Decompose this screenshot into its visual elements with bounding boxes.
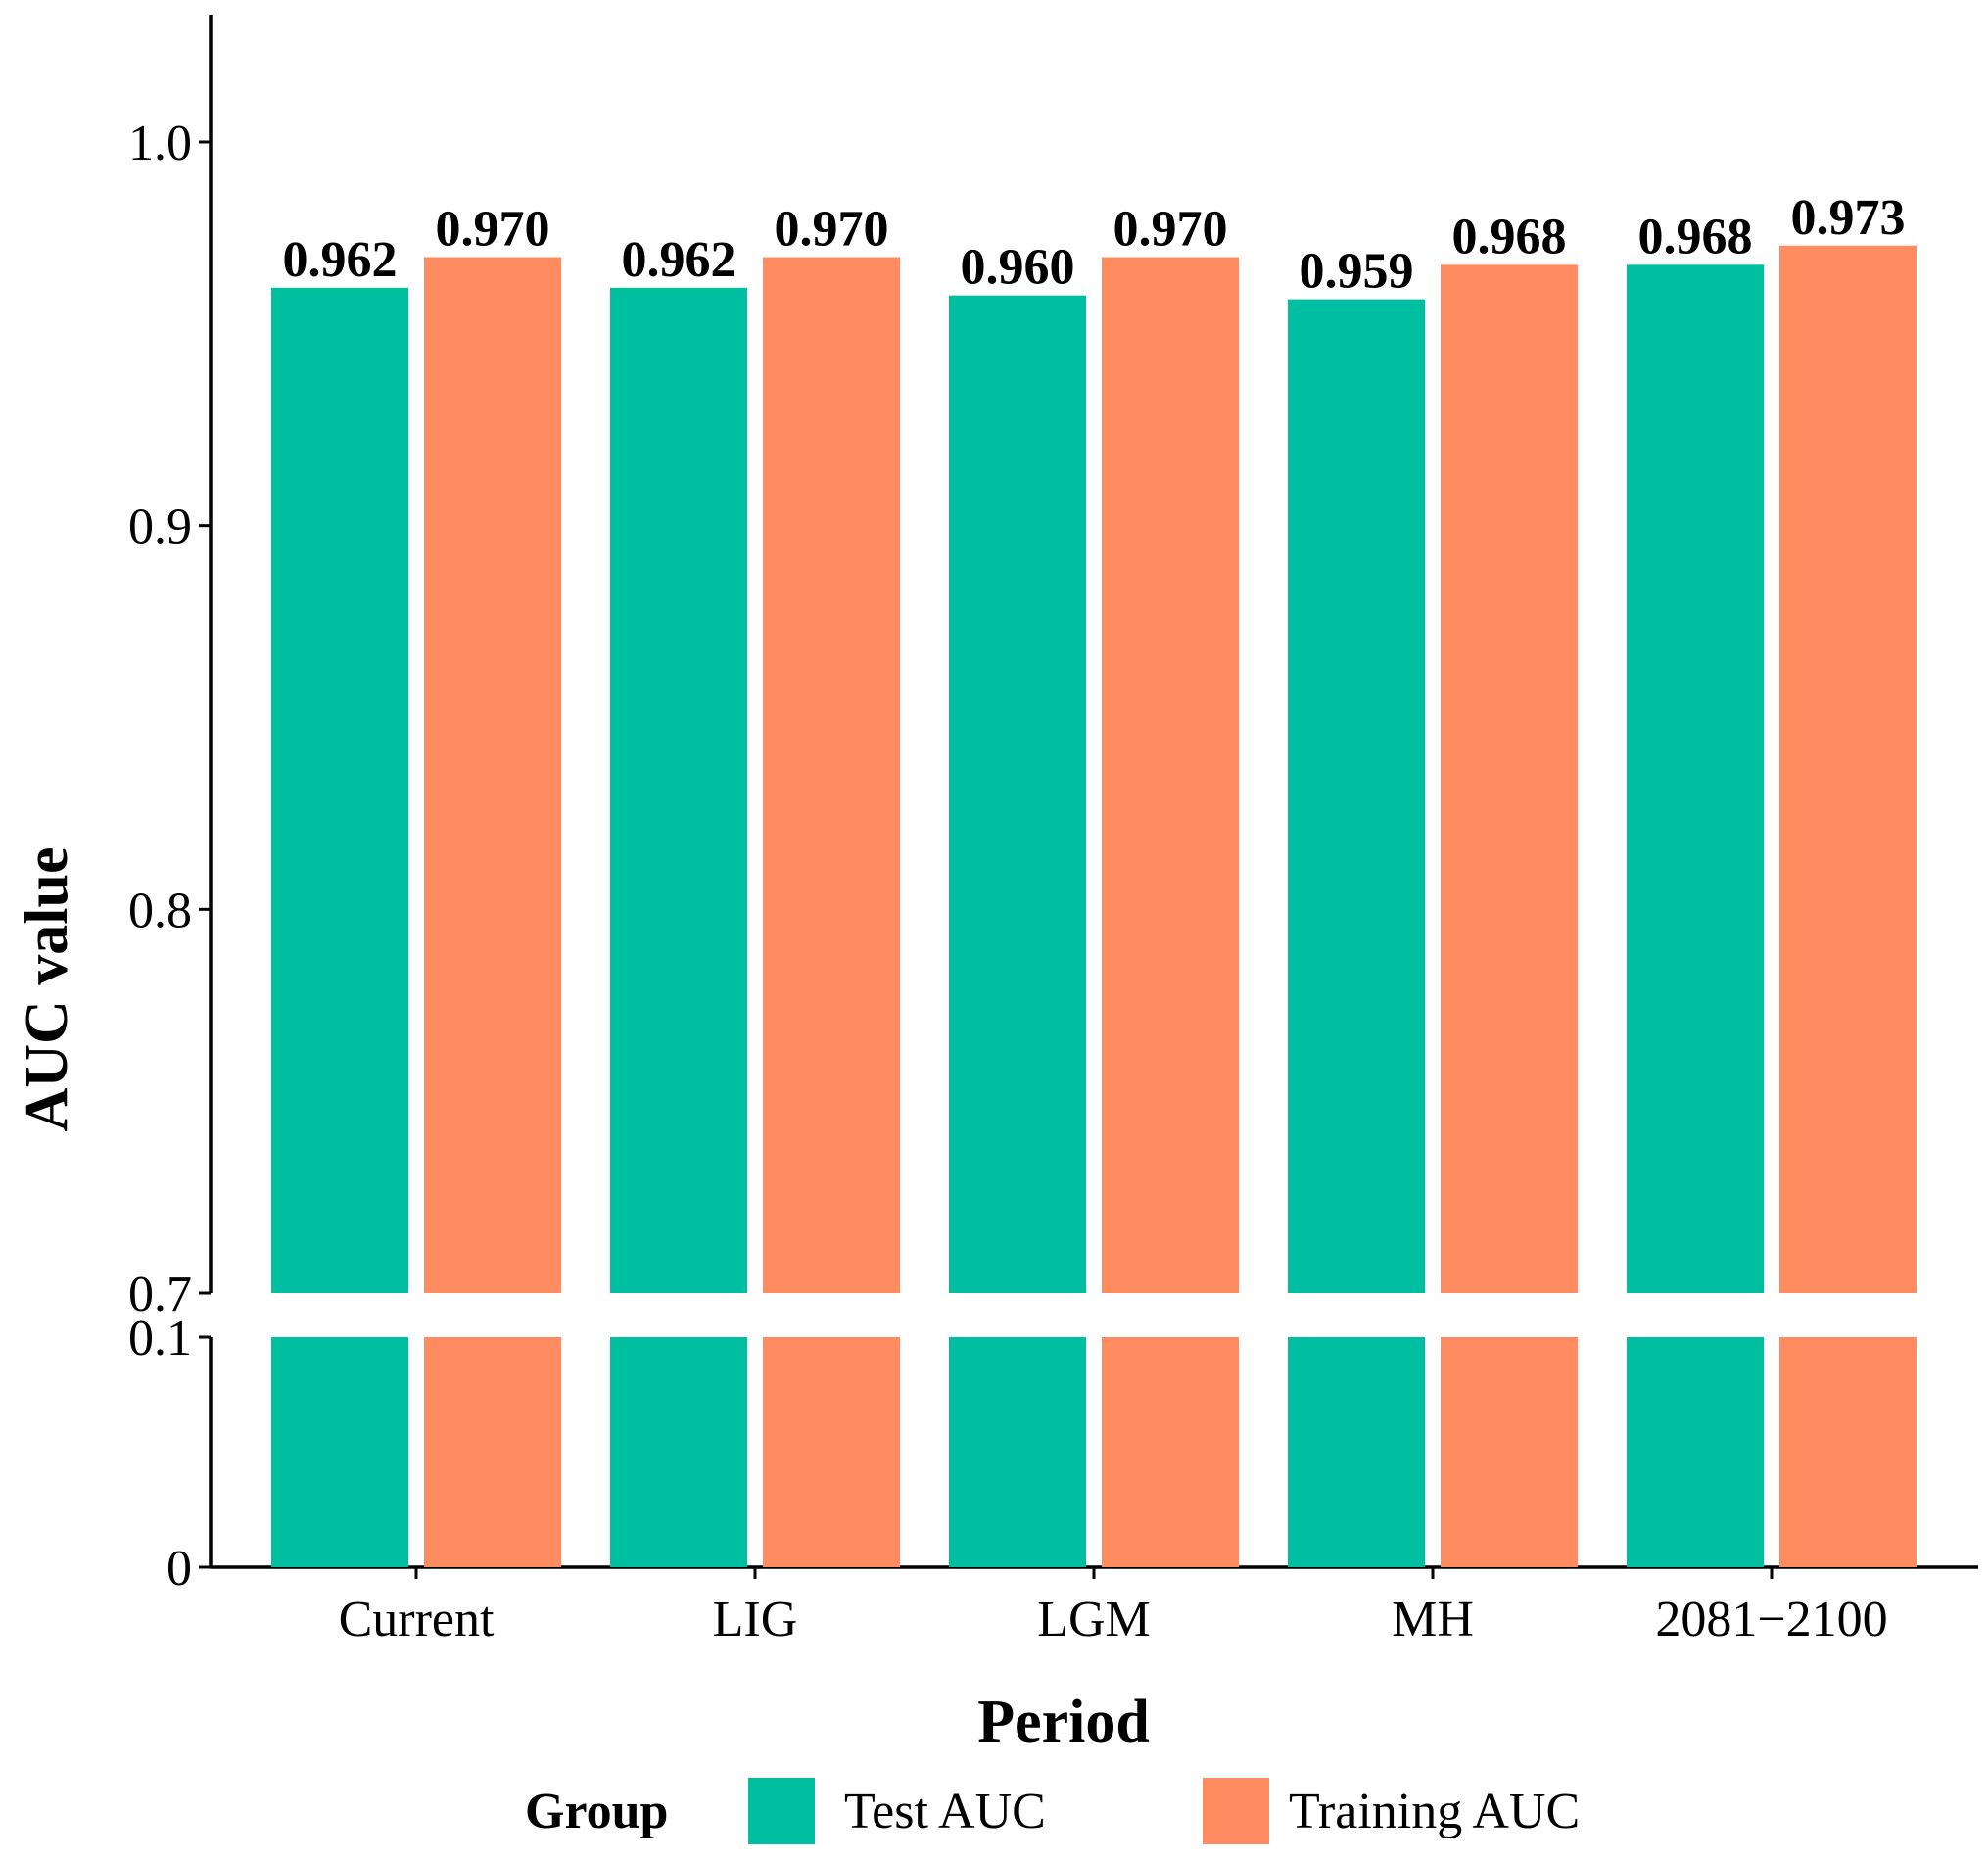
legend-swatch-training-auc: [1203, 1778, 1269, 1844]
bar-training-auc-upper: [424, 257, 561, 1293]
bar-training-auc-upper: [1102, 257, 1239, 1293]
y-axis-title: AUC value: [14, 846, 80, 1131]
bar-test-auc-lower: [271, 1337, 408, 1567]
legend: Group Test AUC Training AUC: [525, 1778, 1580, 1844]
y-tick-label: 0.7: [128, 1266, 192, 1322]
x-tick-label: 2081−2100: [1655, 1592, 1887, 1647]
data-label-test-auc: 0.960: [961, 240, 1075, 296]
data-label-test-auc: 0.959: [1300, 244, 1414, 300]
y-tick-label: 0: [166, 1541, 192, 1597]
data-label-training-auc: 0.970: [1113, 202, 1228, 258]
bar-training-auc-lower: [1102, 1337, 1239, 1567]
bar-test-auc-lower: [949, 1337, 1086, 1567]
legend-title: Group: [525, 1784, 668, 1839]
bar-test-auc-upper: [610, 287, 747, 1293]
x-tick-label: MH: [1392, 1592, 1474, 1647]
bar-training-auc-lower: [1441, 1337, 1578, 1567]
x-axis-title: Period: [977, 1689, 1150, 1755]
bar-test-auc-upper: [1627, 264, 1764, 1293]
bar-test-auc-upper: [1288, 299, 1425, 1293]
data-labels: 0.962 0.970 0.962 0.970 0.960 0.970 0.959 0.968…: [283, 190, 1906, 300]
x-tick-label: Current: [339, 1592, 495, 1647]
data-label-test-auc: 0.962: [283, 232, 398, 288]
bar-training-auc-lower: [424, 1337, 561, 1567]
y-tick-label: 1.0: [128, 116, 192, 171]
bar-training-auc-upper: [1779, 245, 1917, 1293]
bar-training-auc-upper: [763, 257, 900, 1293]
bar-test-auc-lower: [1288, 1337, 1425, 1567]
x-tick-label: LGM: [1037, 1592, 1151, 1647]
y-tick-label: 0.9: [128, 500, 192, 555]
data-label-training-auc: 0.970: [436, 202, 550, 258]
bar-test-auc-upper: [271, 287, 408, 1293]
x-tick-label: LIG: [713, 1592, 798, 1647]
data-label-training-auc: 0.968: [1452, 209, 1567, 264]
bars-lower-panel: [271, 1337, 1917, 1567]
data-label-test-auc: 0.968: [1638, 209, 1753, 264]
x-axis-ticks: Current LIG LGM MH 2081−2100: [339, 1567, 1888, 1647]
y-axis-ticks: 1.0 0.9 0.8 0.70.1 0: [128, 116, 211, 1597]
data-label-training-auc: 0.970: [775, 202, 889, 258]
bar-training-auc-lower: [763, 1337, 900, 1567]
bars-upper-panel: [271, 245, 1917, 1294]
data-label-training-auc: 0.973: [1791, 190, 1906, 246]
legend-label-training-auc: Training AUC: [1289, 1784, 1580, 1839]
y-tick-label: 0.8: [128, 883, 192, 938]
data-label-test-auc: 0.962: [622, 232, 736, 288]
bar-test-auc-upper: [949, 295, 1086, 1294]
bar-test-auc-lower: [1627, 1337, 1764, 1567]
bar-training-auc-upper: [1441, 264, 1578, 1293]
bar-test-auc-lower: [610, 1337, 747, 1567]
legend-label-test-auc: Test AUC: [844, 1784, 1046, 1839]
bar-training-auc-lower: [1779, 1337, 1917, 1567]
y-tick-label: 0.1: [128, 1311, 192, 1366]
legend-swatch-test-auc: [748, 1778, 815, 1844]
